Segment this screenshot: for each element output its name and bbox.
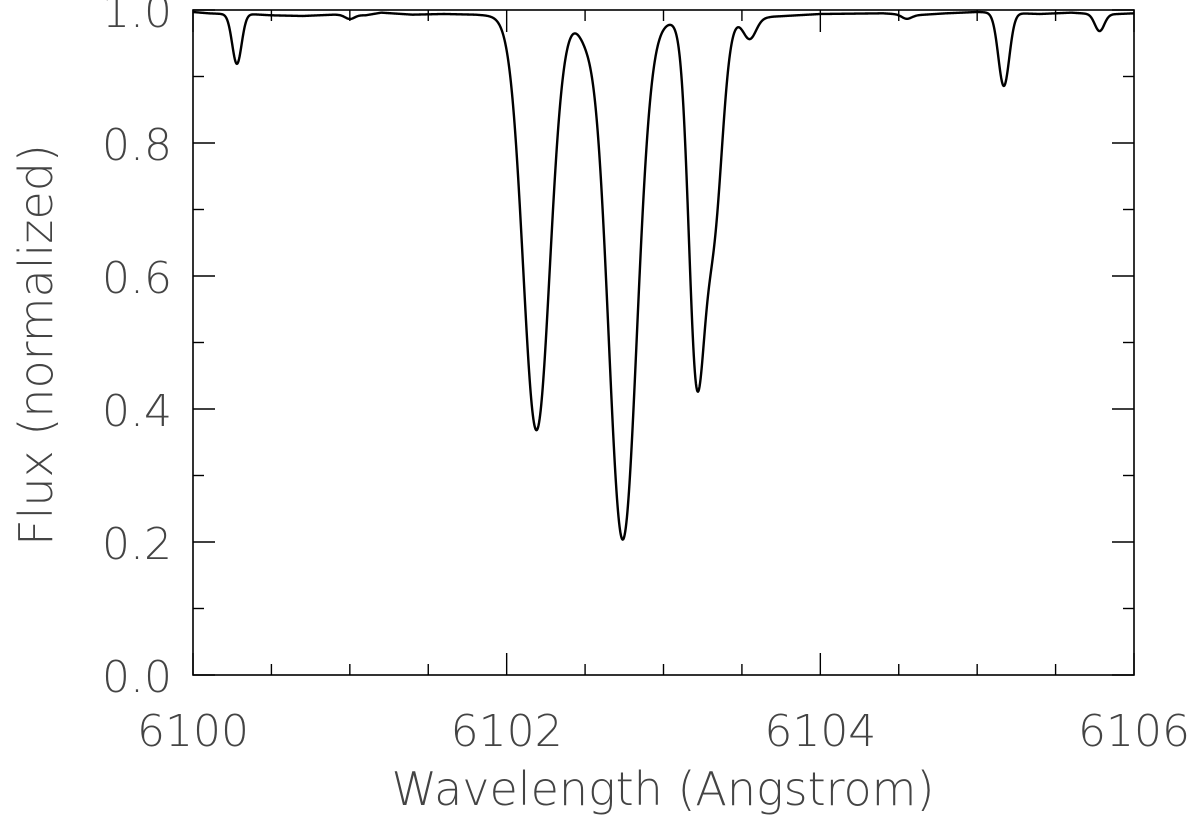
y-tick-label: 0.8: [102, 120, 172, 171]
spectrum-line: [192, 10, 1135, 541]
y-tick-label: 0.0: [102, 652, 172, 703]
x-tick-label: 6106: [1078, 706, 1190, 757]
y-tick-label: 1.0: [102, 0, 172, 38]
y-tick-label: 0.4: [102, 386, 172, 437]
x-axis-title: Wavelength (Angstrom): [392, 762, 935, 816]
x-axis-tick-labels: 6100 6102 6104 6106: [137, 706, 1190, 757]
y-axis-title: Flux (normalized): [9, 144, 63, 546]
plot-frame: [192, 9, 1135, 676]
x-tick-label: 6104: [764, 706, 876, 757]
y-tick-label: 0.6: [102, 253, 172, 304]
y-axis-ticks: [193, 9, 1134, 676]
y-tick-label: 0.2: [102, 519, 172, 570]
series-layer: [192, 10, 1135, 541]
plot-border: [192, 9, 1135, 676]
x-tick-label: 6102: [451, 706, 563, 757]
x-axis-ticks: [192, 10, 1135, 675]
y-axis-tick-labels: 0.0 0.2 0.4 0.6 0.8 1.0: [102, 0, 172, 703]
x-tick-label: 6100: [137, 706, 249, 757]
